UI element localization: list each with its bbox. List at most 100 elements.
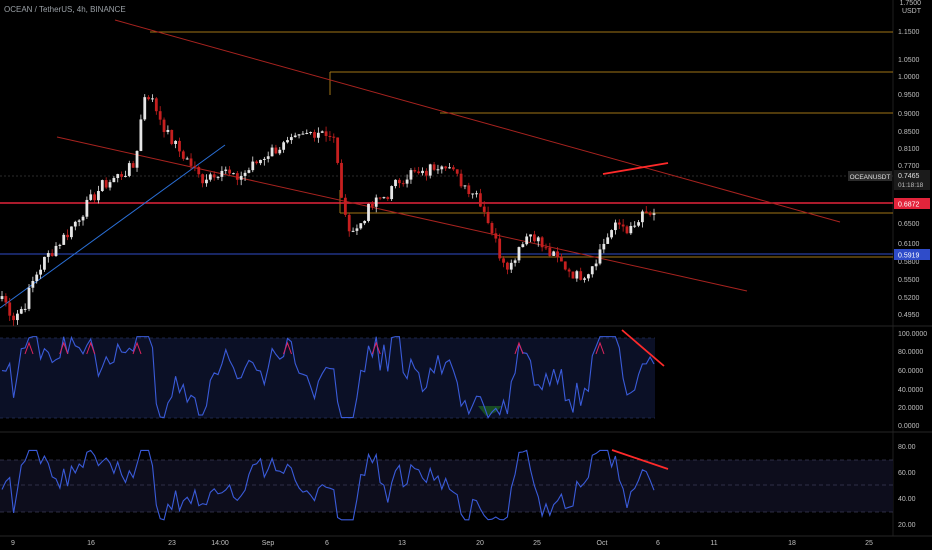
candle-body[interactable] — [289, 137, 293, 141]
candle-body[interactable] — [428, 164, 432, 176]
candle-body[interactable] — [266, 156, 270, 159]
candle-body[interactable] — [313, 132, 316, 138]
candle-body[interactable] — [351, 230, 355, 232]
candle-body[interactable] — [617, 222, 621, 225]
candle-body[interactable] — [563, 261, 567, 270]
candle-body[interactable] — [220, 170, 224, 177]
candle-body[interactable] — [8, 302, 12, 316]
candle-body[interactable] — [594, 263, 598, 267]
candle-body[interactable] — [641, 211, 644, 223]
candle-body[interactable] — [320, 131, 324, 133]
candle-body[interactable] — [54, 245, 58, 256]
candle-body[interactable] — [324, 131, 328, 136]
candle-body[interactable] — [505, 262, 509, 270]
candle-body[interactable] — [417, 171, 421, 174]
candle-body[interactable] — [552, 251, 556, 256]
candle-body[interactable] — [62, 234, 66, 245]
candle-body[interactable] — [451, 167, 455, 170]
candle-body[interactable] — [533, 234, 536, 242]
candle-body[interactable] — [332, 136, 336, 138]
candle-body[interactable] — [43, 256, 46, 270]
candle-body[interactable] — [239, 175, 243, 180]
candle-body[interactable] — [606, 237, 610, 244]
candle-body[interactable] — [413, 170, 417, 172]
candle-body[interactable] — [336, 137, 340, 163]
candle-body[interactable] — [127, 163, 131, 176]
candle-body[interactable] — [116, 174, 120, 179]
channel-upper-trendline[interactable] — [114, 19, 841, 223]
candle-body[interactable] — [475, 193, 478, 195]
candle-body[interactable] — [529, 234, 532, 237]
candle-body[interactable] — [370, 203, 374, 207]
candle-body[interactable] — [544, 247, 548, 249]
candle-body[interactable] — [193, 165, 197, 168]
candle-body[interactable] — [197, 167, 201, 175]
candle-body[interactable] — [81, 216, 85, 221]
candle-body[interactable] — [490, 223, 494, 234]
candle-body[interactable] — [621, 224, 625, 227]
candle-body[interactable] — [440, 166, 444, 170]
candle-body[interactable] — [39, 269, 42, 275]
candle-body[interactable] — [158, 111, 162, 120]
candle-body[interactable] — [494, 233, 498, 239]
candle-body[interactable] — [637, 222, 640, 226]
candle-body[interactable] — [359, 223, 363, 229]
candle-body[interactable] — [517, 247, 521, 261]
candle-body[interactable] — [587, 274, 590, 279]
osc2-divergence-line[interactable] — [611, 449, 669, 470]
candle-body[interactable] — [139, 119, 143, 151]
candle-body[interactable] — [181, 151, 185, 159]
candle-body[interactable] — [405, 179, 409, 184]
candle-body[interactable] — [409, 170, 413, 180]
candle-body[interactable] — [293, 135, 297, 138]
candle-body[interactable] — [286, 140, 289, 143]
candle-body[interactable] — [143, 97, 147, 120]
candle-body[interactable] — [633, 225, 637, 227]
candle-body[interactable] — [509, 262, 513, 270]
candle-body[interactable] — [124, 175, 127, 177]
candle-body[interactable] — [579, 271, 583, 280]
candle-body[interactable] — [185, 158, 189, 160]
candle-body[interactable] — [448, 167, 451, 169]
candle-body[interactable] — [216, 176, 220, 178]
candle-body[interactable] — [421, 170, 424, 174]
candle-body[interactable] — [347, 214, 351, 232]
candle-body[interactable] — [201, 174, 205, 184]
candle-body[interactable] — [154, 98, 158, 112]
candle-body[interactable] — [328, 135, 332, 137]
candle-body[interactable] — [297, 134, 301, 136]
candle-body[interactable] — [382, 197, 386, 199]
candle-body[interactable] — [394, 179, 397, 187]
candle-body[interactable] — [459, 173, 463, 187]
candle-body[interactable] — [486, 211, 490, 224]
candle-body[interactable] — [644, 211, 648, 213]
candle-body[interactable] — [247, 170, 251, 173]
candle-body[interactable] — [170, 129, 174, 144]
candle-body[interactable] — [467, 185, 471, 194]
candle-body[interactable] — [224, 169, 228, 171]
candle-body[interactable] — [521, 244, 525, 248]
candle-body[interactable] — [228, 169, 232, 174]
candle-body[interactable] — [575, 271, 579, 279]
candle-body[interactable] — [262, 158, 266, 160]
candle-body[interactable] — [378, 197, 382, 199]
osc1-divergence-line[interactable] — [621, 329, 665, 367]
candle-body[interactable] — [540, 237, 544, 248]
candle-body[interactable] — [386, 197, 390, 200]
candle-body[interactable] — [390, 186, 394, 200]
candle-body[interactable] — [455, 169, 459, 174]
candle-body[interactable] — [19, 309, 23, 314]
candle-body[interactable] — [4, 296, 8, 303]
candle-body[interactable] — [432, 164, 436, 170]
candle-body[interactable] — [567, 269, 571, 272]
candle-body[interactable] — [374, 197, 378, 207]
candle-body[interactable] — [309, 132, 313, 134]
candle-body[interactable] — [189, 158, 193, 166]
candle-body[interactable] — [444, 166, 448, 169]
candle-body[interactable] — [471, 193, 475, 195]
candle-body[interactable] — [97, 191, 100, 201]
candle-body[interactable] — [77, 220, 81, 222]
candle-body[interactable] — [571, 271, 575, 279]
candle-body[interactable] — [424, 170, 428, 176]
